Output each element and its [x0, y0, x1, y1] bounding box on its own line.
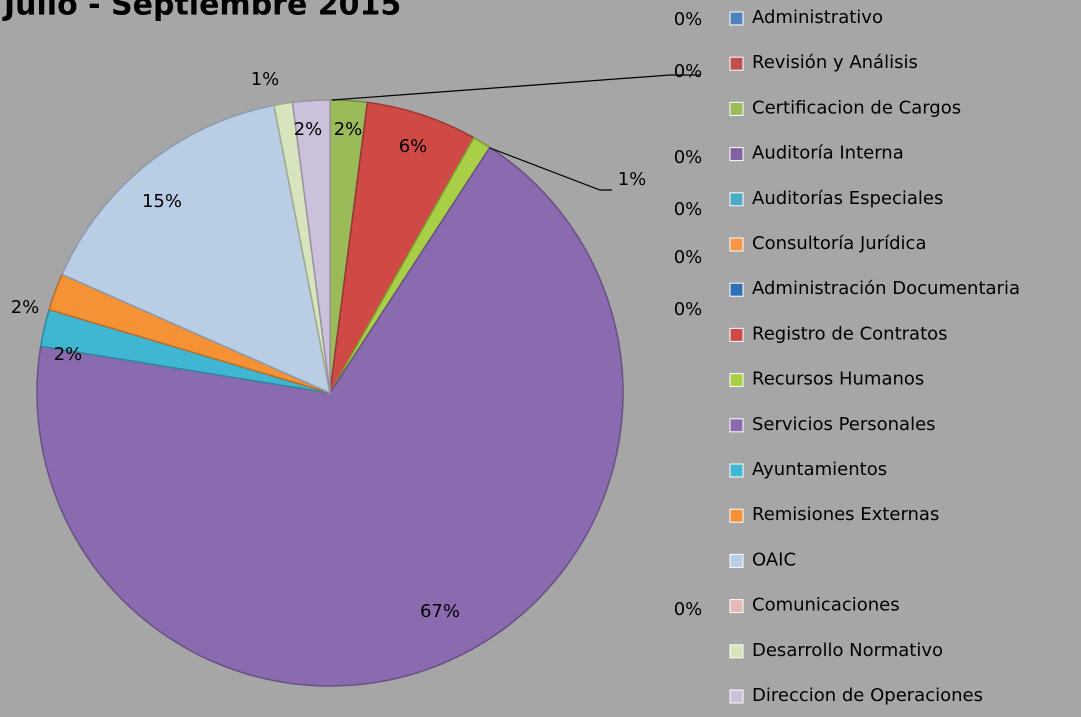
legend-swatch — [729, 101, 744, 116]
legend-swatch — [729, 56, 744, 71]
data-label: 6% — [399, 136, 428, 157]
data-label: 0% — [674, 247, 703, 268]
legend-swatch — [729, 327, 744, 342]
pie-slice — [61, 104, 332, 395]
data-label: 1% — [251, 69, 280, 90]
leader-line — [331, 74, 700, 101]
legend-label: Administrativo — [752, 7, 883, 28]
legend-swatch — [729, 418, 744, 433]
legend-label: Revisión y Análisis — [752, 52, 918, 73]
legend-label: Servicios Personales — [752, 414, 936, 435]
legend-swatch — [729, 689, 744, 704]
data-label: 2% — [334, 119, 363, 140]
legend-swatch — [729, 644, 744, 659]
data-label: 2% — [54, 344, 83, 365]
legend-label: Direccion de Operaciones — [752, 685, 983, 706]
data-label: 0% — [674, 299, 703, 320]
data-label: 2% — [11, 297, 40, 318]
pie-slice — [291, 99, 331, 394]
legend-label: Remisiones Externas — [752, 504, 939, 525]
legend-swatch — [729, 373, 744, 388]
legend-swatch — [729, 508, 744, 523]
data-label: 67% — [420, 601, 460, 622]
data-label: 0% — [674, 599, 703, 620]
data-label: 0% — [674, 61, 703, 82]
pie-slice — [36, 146, 624, 687]
legend-label: Auditoría Interna — [752, 143, 904, 164]
legend-swatch — [729, 463, 744, 478]
data-label: 1% — [618, 169, 647, 190]
legend-label: Registro de Contratos — [752, 323, 948, 344]
data-label: 15% — [142, 191, 182, 212]
legend-swatch — [729, 553, 744, 568]
data-label: 0% — [674, 9, 703, 30]
legend-swatch — [729, 599, 744, 614]
legend-label: Desarrollo Normativo — [752, 640, 943, 661]
legend-swatch — [729, 11, 744, 26]
legend-swatch — [729, 147, 744, 162]
legend-label: Comunicaciones — [752, 595, 900, 616]
legend-label: Auditorías Especiales — [752, 188, 943, 209]
legend-label: Ayuntamientos — [752, 459, 887, 480]
legend-label: Administración Documentaria — [752, 278, 1020, 299]
legend-label: Certificacion de Cargos — [752, 97, 961, 118]
legend-swatch — [729, 282, 744, 297]
chart-title: Julio - Septiembre 2015 — [2, 0, 401, 23]
legend-label: Recursos Humanos — [752, 369, 924, 390]
legend-label: Consultoría Jurídica — [752, 233, 926, 254]
data-label: 0% — [674, 147, 703, 168]
leader-line — [489, 147, 612, 191]
legend-label: OAIC — [752, 549, 796, 570]
legend-swatch — [729, 237, 744, 252]
data-label: 0% — [674, 199, 703, 220]
legend-swatch — [729, 192, 744, 207]
data-label: 2% — [294, 119, 323, 140]
